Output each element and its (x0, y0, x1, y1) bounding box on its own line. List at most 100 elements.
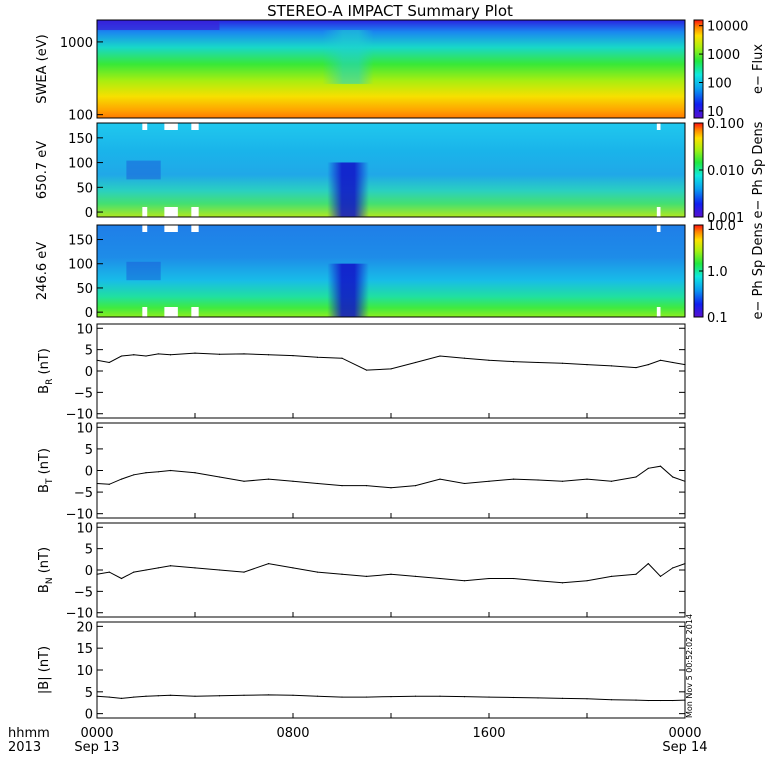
data-point (635, 699, 637, 701)
data-point (414, 361, 417, 364)
data-point (157, 695, 159, 697)
data-gap (164, 207, 178, 217)
y-axis-label: |B| (nT) (37, 646, 52, 694)
colorbar-tick-label: 10.0 (707, 219, 736, 234)
data-point (672, 699, 674, 702)
data-point (365, 485, 368, 487)
y-tick-label: 5 (85, 686, 93, 701)
y-tick-label: 0 (85, 465, 93, 480)
data-point (586, 363, 588, 366)
time-tick-label: 0000 (668, 726, 701, 741)
data-point (672, 361, 674, 364)
data-point (659, 465, 662, 467)
y-tick-label: 0 (85, 306, 93, 321)
data-gap (142, 307, 148, 317)
y-tick-label: −5 (74, 585, 93, 600)
data-gap (656, 307, 661, 317)
date-tick-label: Sep 13 (74, 740, 119, 755)
line-panel-4: 20 15 10 5 0 |B| (nT) (37, 620, 686, 723)
data-point (610, 365, 613, 367)
data-point (635, 573, 637, 575)
data-point (365, 575, 368, 578)
heatmap-feature (327, 263, 369, 317)
data-point (610, 480, 613, 482)
data-point (414, 575, 417, 578)
colorbar-label: e− Ph Sp Dens (751, 222, 766, 319)
time-tick-label: 0800 (276, 726, 309, 741)
y-tick-label: 10 (76, 664, 93, 679)
data-point (157, 567, 159, 569)
data-point (108, 696, 110, 698)
data-gap (191, 225, 199, 232)
data-point (120, 478, 123, 480)
data-point (647, 699, 649, 702)
data-gap (142, 207, 148, 217)
y-tick-label: −5 (74, 486, 93, 501)
data-point (684, 363, 686, 366)
y-tick-label: −10 (66, 408, 93, 423)
data-point (243, 571, 245, 573)
data-point (647, 363, 649, 366)
y-tick-label: 15 (76, 642, 93, 657)
y-axis-label: 650.7 eV (35, 141, 50, 199)
colorbar-tick-label: 0.100 (707, 117, 744, 132)
time-tick-label: 1600 (472, 726, 505, 741)
data-point (488, 480, 490, 482)
heatmap-field (97, 225, 685, 317)
data-point (463, 696, 466, 698)
data-point (169, 354, 172, 356)
y-axis-label: BN (nT) (37, 547, 55, 593)
data-point (292, 480, 294, 482)
y-tick-label: 5 (85, 344, 93, 359)
heatmap-panel-2: 0 50 100 150 650.7 eV 0.001 0.010 0.100 e− Ph Sp… (35, 117, 766, 226)
data-point (108, 361, 110, 364)
data-point (194, 567, 196, 569)
data-point (194, 472, 196, 474)
data-point (133, 696, 135, 698)
data-point (108, 483, 110, 485)
generation-timestamp: Mon Nov 5 00:52:02 2014 (685, 614, 694, 718)
colorbar-label: e− Ph Sp Dens (751, 121, 766, 218)
data-point (414, 485, 417, 487)
panel-frame (96, 522, 686, 618)
data-point (120, 355, 123, 357)
y-tick-label: 0 (85, 708, 93, 723)
data-point (316, 356, 319, 358)
data-point (365, 369, 368, 371)
data-gap (191, 307, 199, 317)
data-point (96, 482, 98, 485)
data-point (157, 353, 159, 355)
y-tick-label: 150 (68, 234, 93, 249)
data-point (157, 471, 159, 473)
y-tick-label: 10 (76, 421, 93, 436)
data-gap (164, 123, 178, 130)
data-point (341, 696, 343, 698)
data-point (218, 695, 221, 697)
y-tick-label: 50 (76, 282, 93, 297)
data-point (341, 485, 343, 487)
y-tick-label: 10 (76, 322, 93, 337)
data-point (194, 695, 196, 697)
data-point (243, 694, 245, 696)
data-point (341, 573, 343, 575)
colorbar-tick-label: 1.0 (707, 265, 728, 280)
data-gap (656, 123, 661, 130)
data-point (96, 359, 98, 361)
data-point (390, 696, 392, 698)
data-point (267, 562, 270, 565)
data-point (292, 355, 294, 357)
data-point (292, 567, 294, 569)
y-tick-label: 5 (85, 543, 93, 558)
data-point (512, 478, 515, 480)
data-point (684, 480, 686, 482)
data-point (133, 571, 135, 573)
data-point (133, 354, 135, 356)
data-point (512, 361, 515, 363)
heatmap-feature (126, 160, 161, 180)
data-point (537, 580, 539, 582)
data-gap (191, 207, 199, 217)
data-point (635, 476, 637, 478)
colorbar-tick-label: 1000 (707, 48, 740, 63)
